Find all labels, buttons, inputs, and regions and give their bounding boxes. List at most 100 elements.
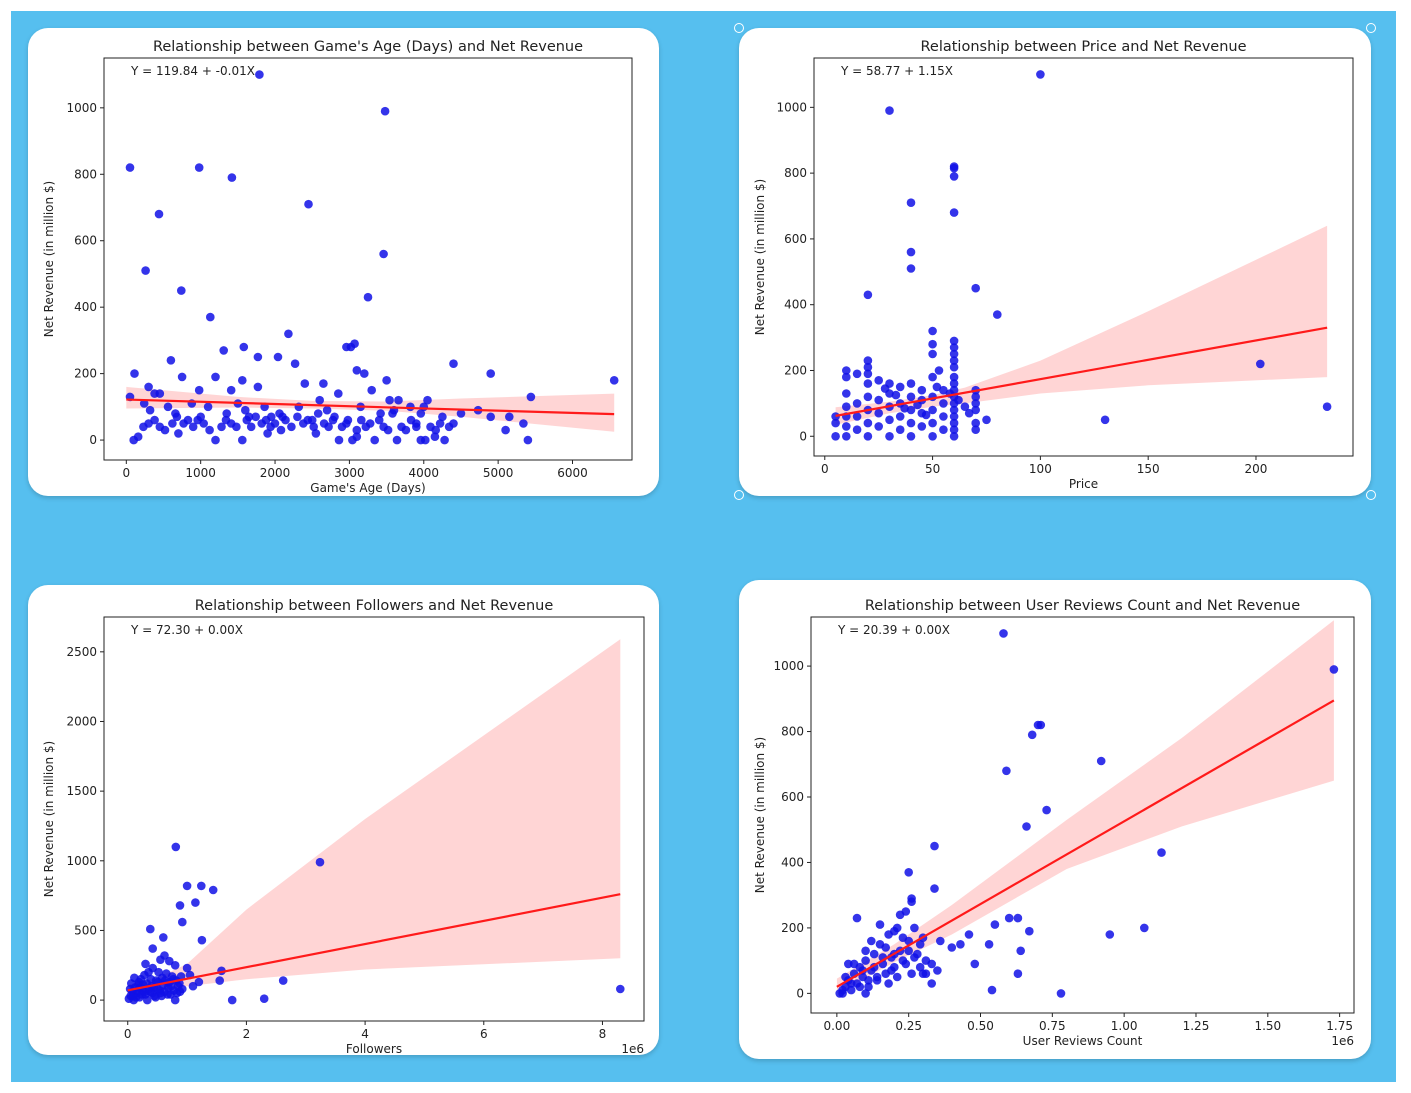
data-point [934,366,944,375]
data-point [171,409,180,418]
data-point [1042,805,1051,815]
x-tick-label: 3000 [334,466,365,480]
data-point [907,897,916,906]
data-point [949,172,959,181]
plot-frame [810,616,1355,1014]
data-point [374,415,384,425]
data-point [949,418,959,428]
data-point [1013,969,1023,978]
data-point [885,432,894,441]
data-point [175,901,185,910]
data-point [412,419,421,428]
data-point [166,981,176,991]
data-point [309,422,319,432]
plot-frame [103,616,645,1022]
data-point [932,382,942,392]
data-point [139,399,149,408]
data-point [287,422,296,432]
chart-card-price[interactable]: Relationship between Price and Net Reven… [739,28,1371,496]
data-point [990,920,1000,929]
data-point [379,249,388,259]
data-point [906,198,916,207]
scatter-plot-svg: Relationship between User Reviews Count … [753,598,1355,1048]
data-point [311,429,321,438]
data-point [970,959,980,969]
data-point [239,342,249,352]
data-point [885,106,894,115]
x-tick-label: 0.00 [823,1019,850,1033]
data-point [174,429,183,438]
data-point [253,382,263,392]
data-point [143,995,152,1005]
data-point [330,412,339,422]
data-point [852,412,862,421]
data-point [278,412,287,422]
data-point [949,405,959,415]
x-tick-label: 1.75 [1326,1019,1353,1033]
selection-handle-top-left[interactable] [734,23,744,33]
data-point [881,943,890,952]
data-point [203,402,213,412]
data-point [1022,822,1031,831]
data-point [927,979,936,988]
y-tick-label: 1500 [66,784,97,798]
data-point [370,435,380,445]
data-point [168,419,177,428]
data-point [1013,913,1023,923]
confidence-band [835,225,1328,425]
data-point [182,963,192,973]
data-point [869,949,879,959]
data-point [141,959,150,969]
data-point [315,395,325,405]
selection-handle-bottom-right[interactable] [1366,490,1376,500]
scatter-plot-svg: Relationship between Price and Net Reven… [753,39,1354,491]
data-point [278,976,288,985]
data-point [178,917,187,927]
chart-title: Relationship between Price and Net Reven… [920,39,1246,55]
data-point [982,415,991,425]
data-point [324,422,333,432]
data-point [863,369,873,379]
data-point [915,962,925,972]
data-point [891,390,901,400]
data-point [906,392,916,402]
blue-background: Relationship between Game's Age (Days) a… [11,11,1396,1082]
data-point [971,399,980,408]
selection-handle-bottom-left[interactable] [734,490,744,500]
regression-line [127,893,621,992]
confidence-band [126,386,615,432]
data-point [954,395,963,405]
data-point [921,969,931,978]
regression-line [835,326,1328,417]
data-point [170,961,180,970]
data-point [863,392,873,402]
data-point [831,432,840,441]
plot-frame [103,57,633,461]
selection-handle-top-right[interactable] [1366,23,1376,33]
data-point [383,425,393,435]
data-point [486,412,496,422]
data-point [284,329,293,339]
data-point [194,385,204,395]
data-point [906,264,916,273]
data-point [928,418,937,428]
data-point [917,422,927,431]
data-point [154,209,164,219]
data-point [197,935,207,945]
data-point [993,310,1002,319]
data-point [211,372,220,382]
y-axis-label: Net Revenue (in million $) [753,737,767,894]
data-point [910,923,919,933]
data-point [949,372,959,382]
data-point [898,933,908,942]
data-point [227,173,237,182]
x-tick-label: 6000 [557,466,588,480]
data-point [290,359,300,369]
data-point [904,868,913,877]
data-point [431,425,441,435]
data-point [352,366,362,375]
data-point [406,402,415,412]
data-point [906,379,916,388]
data-point [313,409,323,418]
data-point [246,422,256,432]
